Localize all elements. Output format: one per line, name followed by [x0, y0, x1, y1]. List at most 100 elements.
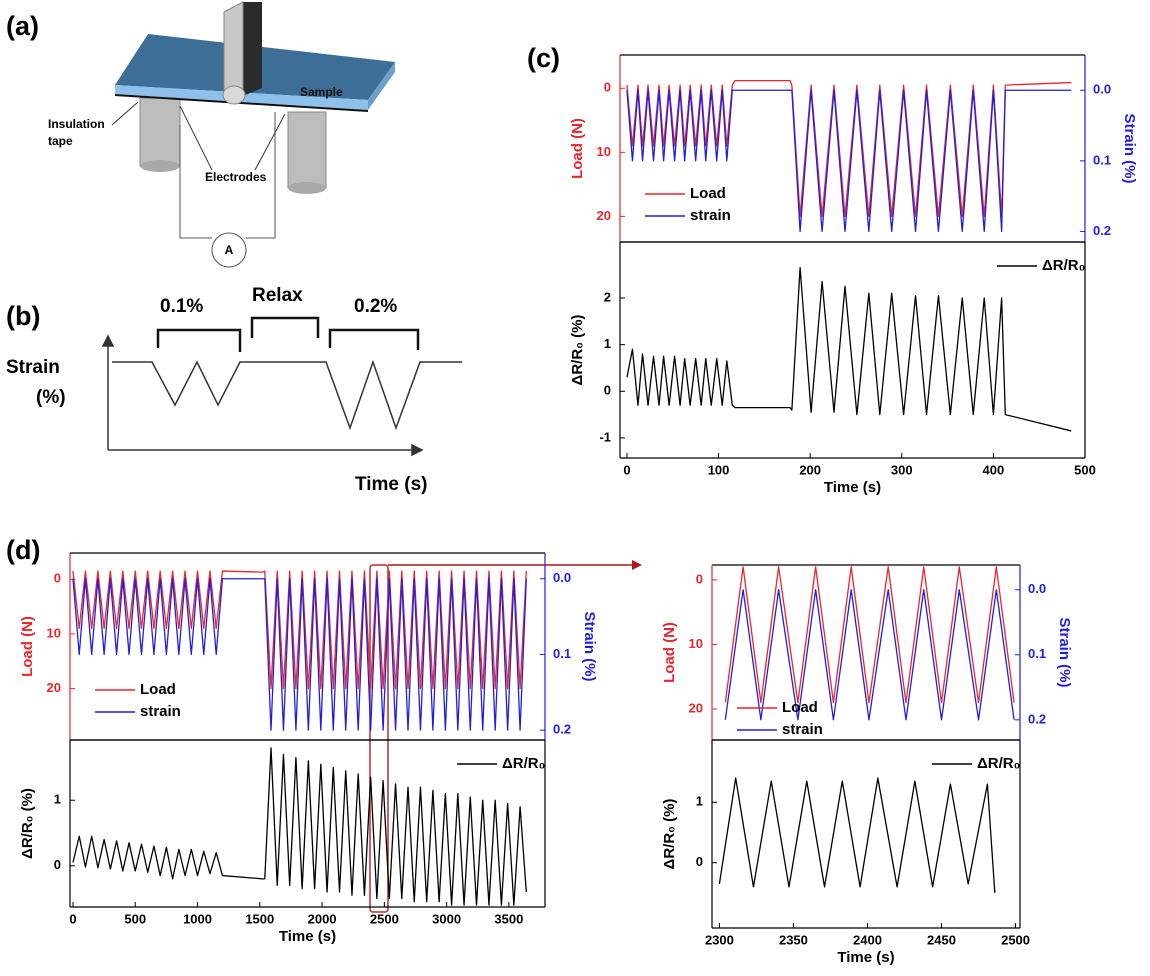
legend-label: Load	[782, 699, 818, 716]
arrow	[254, 113, 286, 171]
y-tick-label: 2	[604, 289, 611, 304]
y-tick-label: 1	[604, 336, 611, 351]
y-axis-label: ΔR/R₀ (%)	[19, 788, 36, 859]
y-axis-label: ΔR/R₀ (%)	[569, 315, 586, 386]
zoom-arrow	[632, 560, 642, 570]
data-line	[718, 777, 996, 893]
y-tick-label: 0	[604, 383, 611, 398]
y-axis-label: Load (N)	[661, 622, 678, 683]
y-tick-label: 1	[696, 794, 703, 809]
legend-label: ΔR/R₀	[977, 755, 1020, 772]
y2-tick-label: 0.0	[553, 570, 571, 585]
arrow	[111, 101, 139, 126]
data-line	[72, 578, 527, 731]
x-tick-label: 2450	[927, 932, 956, 947]
legend-label: ΔR/R₀	[1042, 257, 1085, 274]
diagram-label: tape	[48, 134, 73, 148]
data-line	[724, 566, 1015, 704]
x-tick-label: 0	[623, 462, 630, 477]
y2-tick-label: 0.0	[1093, 82, 1111, 97]
x-tick-label: 200	[799, 462, 821, 477]
y-axis-label: Load (N)	[569, 118, 586, 179]
support	[288, 182, 326, 194]
schematic-label: Time (s)	[355, 474, 428, 495]
x-tick-label: 100	[708, 462, 730, 477]
x-tick-label: 2300	[705, 932, 734, 947]
y-tick-label: 1	[54, 792, 61, 807]
x-tick-label: 3500	[494, 911, 523, 926]
y2-axis-label: Strain (%)	[581, 611, 598, 681]
electrode	[114, 94, 369, 112]
y-tick-label: 0	[696, 854, 703, 869]
y2-tick-label: 0.1	[553, 646, 571, 661]
x-tick-label: 500	[1074, 462, 1096, 477]
legend-label: strain	[782, 721, 823, 738]
schematic-label: (%)	[36, 387, 66, 408]
diagram-label: Electrodes	[205, 170, 267, 184]
x-tick-label: 1000	[183, 911, 212, 926]
x-tick-label: 1500	[245, 911, 274, 926]
support	[287, 111, 327, 189]
y-tick-label: 0	[696, 571, 703, 586]
data-line	[626, 89, 1072, 233]
x-tick-label: 2000	[308, 911, 337, 926]
y2-axis-label: Strain (%)	[1121, 113, 1138, 183]
x-tick-label: 2400	[853, 932, 882, 947]
setup-diagram	[111, 1, 395, 268]
panel-label: (a)	[6, 11, 39, 41]
y2-tick-label: 0.2	[1093, 223, 1111, 238]
legend-label: Load	[690, 185, 726, 202]
panel-label: (b)	[6, 301, 40, 331]
data-line	[626, 79, 1072, 218]
support	[140, 160, 180, 172]
y-tick-label: 0	[54, 857, 61, 872]
y-tick-label: 10	[597, 144, 611, 159]
data-line	[72, 747, 527, 906]
schematic-label: 0.1%	[160, 296, 203, 317]
y2-axis-label: Strain (%)	[1056, 617, 1073, 687]
legend-label: Load	[140, 681, 176, 698]
y2-tick-label: 0.1	[1028, 646, 1046, 661]
schematic-label: Relax	[252, 285, 303, 306]
schematic-label: 0.2%	[354, 296, 397, 317]
x-tick-label: 500	[124, 911, 146, 926]
y-tick-label: 10	[689, 636, 703, 651]
y-tick-label: 20	[597, 208, 611, 223]
x-axis-label: Time (s)	[279, 928, 336, 945]
x-axis-label: Time (s)	[837, 949, 894, 966]
loading-nose	[223, 1, 244, 97]
x-tick-label: 300	[891, 462, 913, 477]
y2-tick-label: 0.2	[553, 722, 571, 737]
data-line	[724, 589, 1015, 721]
y2-tick-label: 0.2	[1028, 711, 1046, 726]
y-tick-label: 20	[689, 700, 703, 715]
arrow	[179, 105, 213, 171]
wire	[179, 125, 212, 239]
panel-label: (c)	[527, 43, 560, 73]
x-axis-label: Time (s)	[824, 479, 881, 496]
diagram-label: Insulation	[48, 117, 105, 131]
x-tick-label: 0	[69, 911, 76, 926]
loading-nose	[222, 85, 246, 105]
y2-tick-label: 0.1	[1093, 152, 1111, 167]
panel-label: (d)	[6, 535, 40, 565]
loading-nose	[243, 2, 262, 96]
sample-side	[368, 62, 395, 110]
legend-label: strain	[690, 207, 731, 224]
support	[139, 97, 181, 167]
y-tick-label: 0	[54, 571, 61, 586]
data-line	[626, 267, 1072, 432]
x-tick-label: 400	[983, 462, 1005, 477]
diagram-label: A	[225, 243, 234, 257]
legend-label: strain	[140, 703, 181, 720]
strain-schematic	[101, 316, 462, 457]
legend-label: ΔR/R₀	[502, 755, 545, 772]
zoom-box	[369, 564, 389, 913]
y-tick-label: 20	[47, 680, 61, 695]
x-tick-label: 2350	[779, 932, 808, 947]
data-line	[72, 570, 527, 690]
y-axis-label: ΔR/R₀ (%)	[661, 799, 678, 870]
y2-tick-label: 0.0	[1028, 581, 1046, 596]
wire	[246, 112, 276, 239]
y-axis-label: Load (N)	[19, 616, 36, 677]
